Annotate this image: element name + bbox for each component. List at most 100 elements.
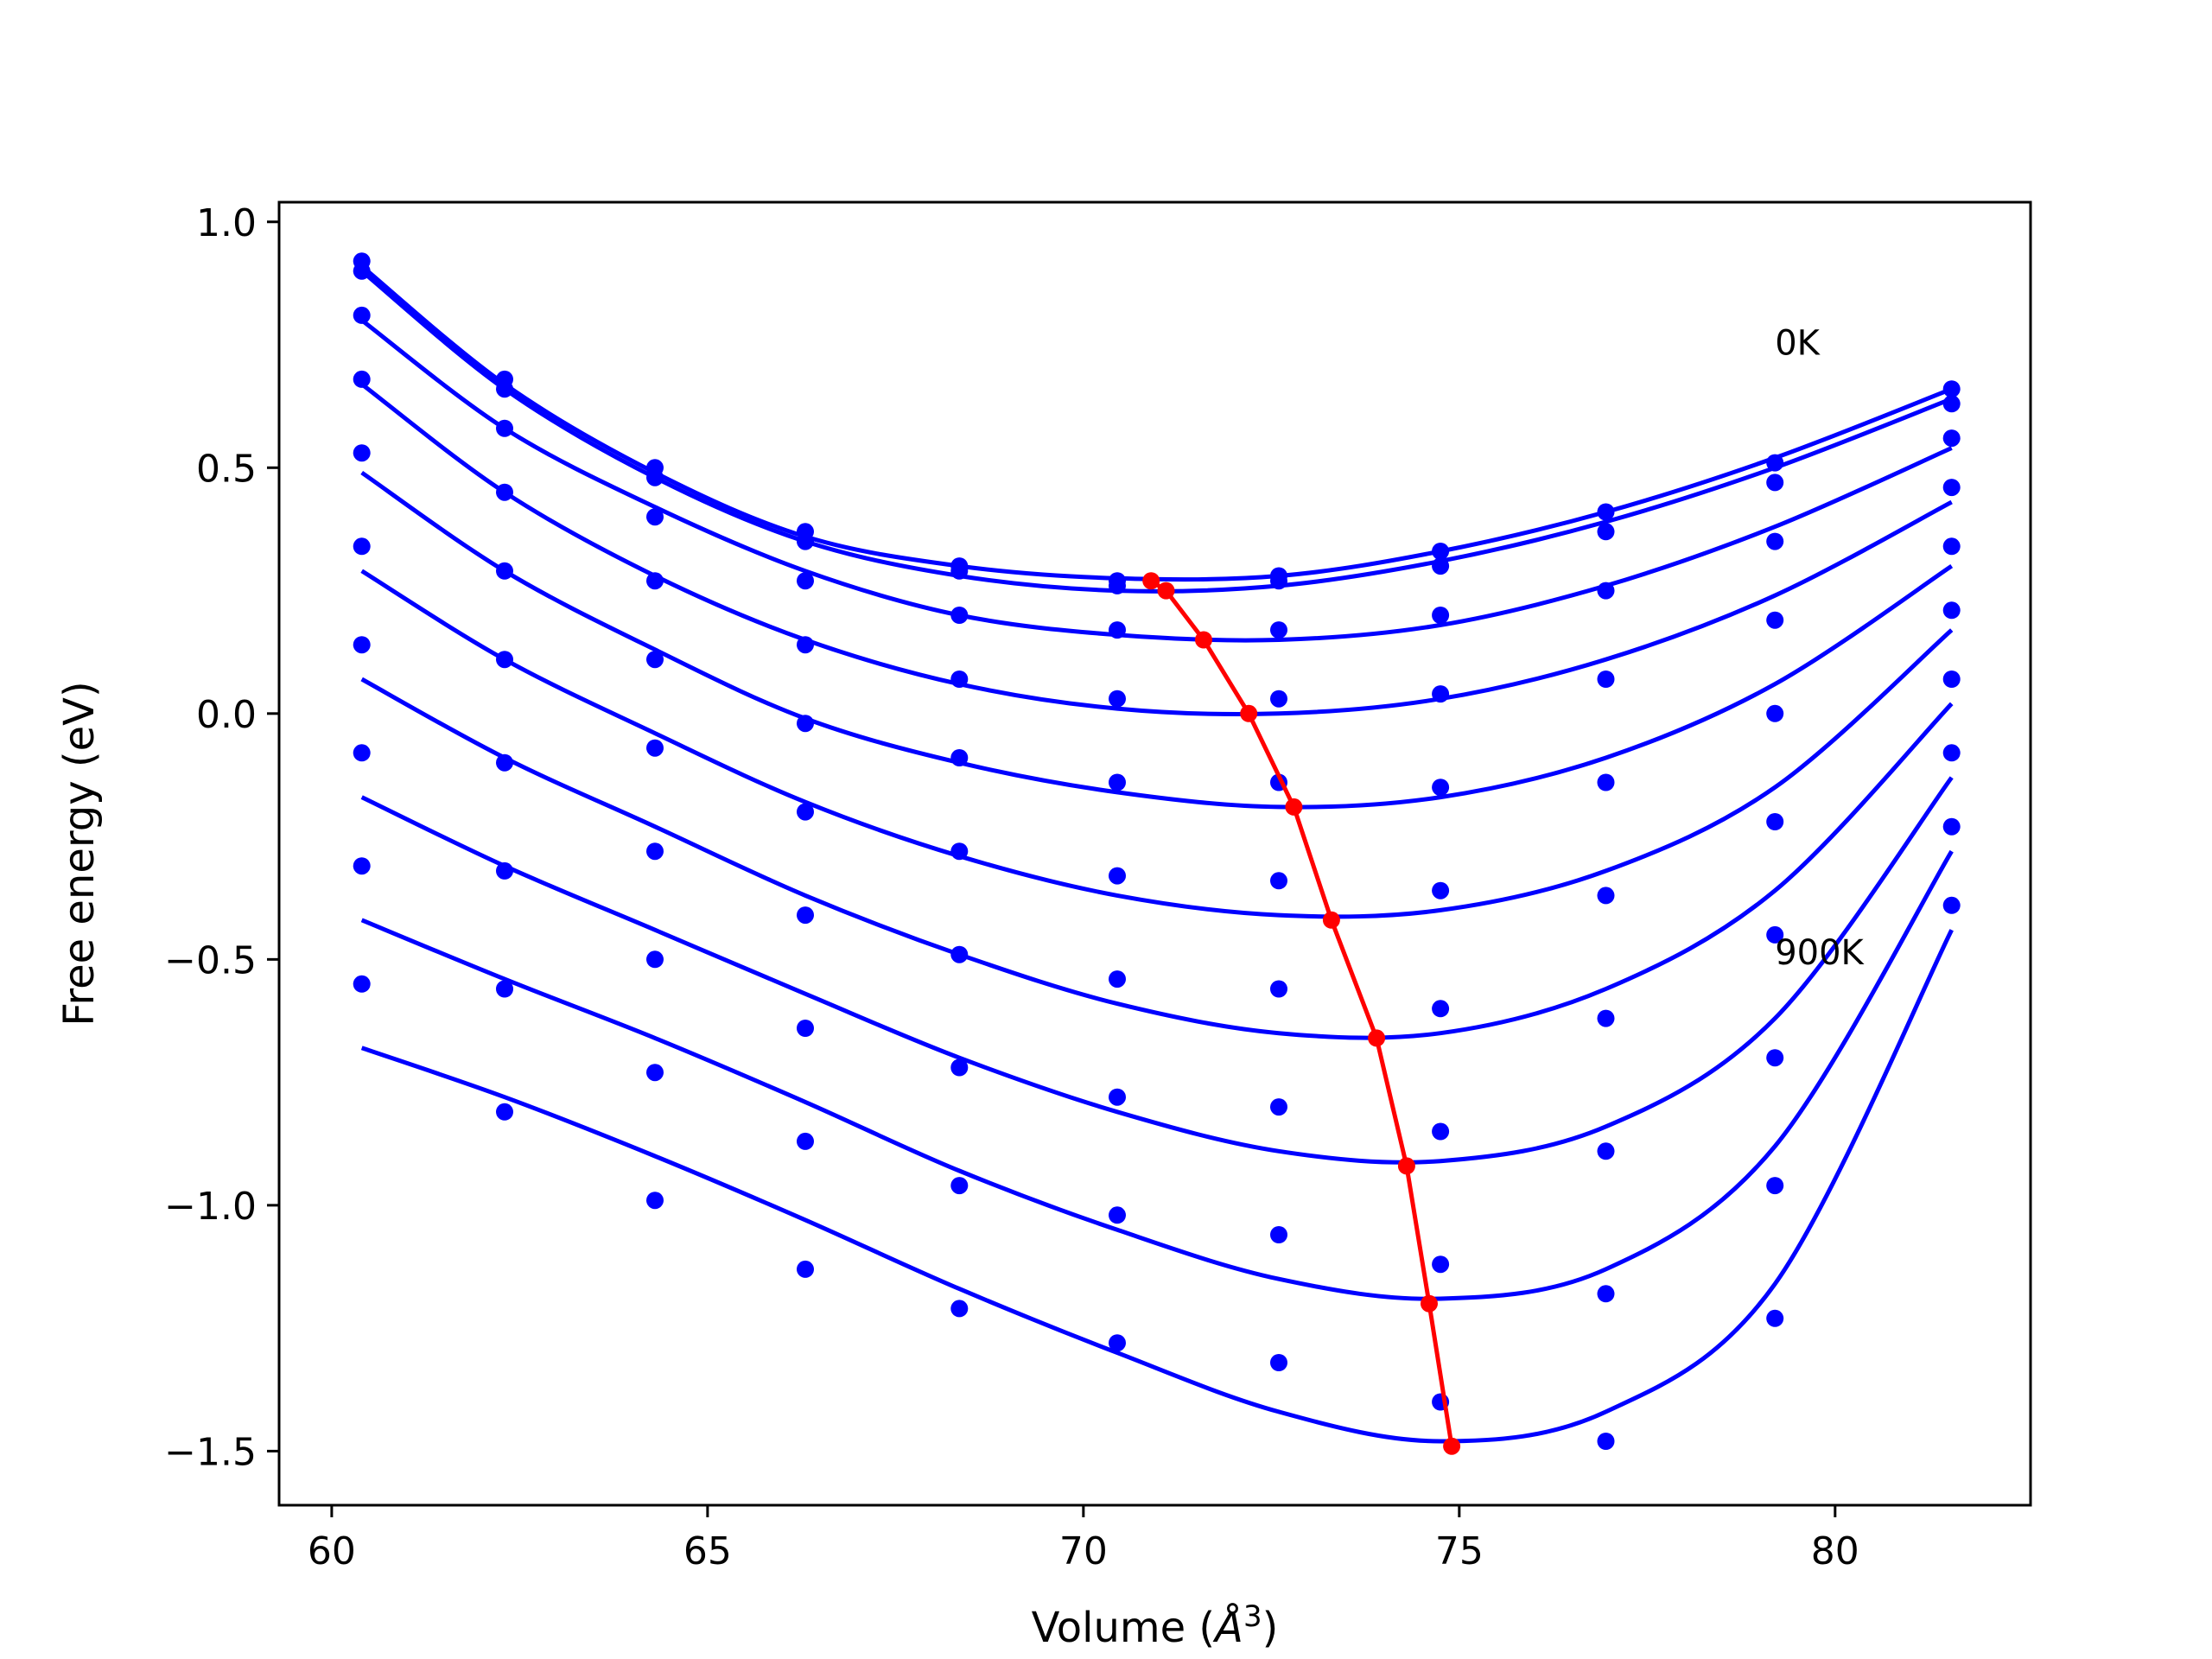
data-point-6-10	[1942, 671, 1961, 688]
data-point-7-0	[353, 744, 371, 762]
data-point-5-7	[1432, 881, 1450, 899]
data-point-8-7	[1432, 1255, 1450, 1274]
data-point-7-8	[1597, 1142, 1615, 1160]
data-point-8-4	[950, 1177, 969, 1195]
data-point-9-10	[1942, 896, 1961, 914]
data-point-9-5	[1109, 1334, 1126, 1352]
fit-curve-5	[360, 569, 1954, 919]
annotation-0: 0K	[1775, 323, 1821, 363]
data-point-8-8	[1597, 1285, 1615, 1303]
data-point-2-8	[1597, 582, 1615, 600]
data-point-1-4	[950, 562, 969, 580]
data-point-0-7	[1432, 543, 1450, 560]
data-point-7-4	[950, 1058, 969, 1077]
data-point-2-2	[646, 508, 664, 526]
data-point-6-0	[353, 636, 371, 654]
x-tick-label-0: 60	[308, 1529, 356, 1573]
minima-polyline	[1149, 579, 1454, 1447]
data-point-0-10	[1942, 380, 1961, 398]
data-point-0-9	[1766, 454, 1784, 472]
data-point-8-1	[496, 980, 513, 998]
data-point-3-0	[353, 370, 371, 388]
data-point-6-5	[1109, 970, 1126, 988]
data-point-5-0	[353, 537, 371, 556]
fit-curve-3	[360, 382, 1953, 716]
y-tick-label-3: −0.5	[164, 938, 257, 982]
annotation-1: 900K	[1775, 933, 1865, 973]
data-point-1-1	[496, 380, 513, 398]
data-point-8-10	[1942, 817, 1961, 836]
data-point-1-9	[1766, 474, 1784, 492]
data-point-4-4	[950, 749, 969, 766]
data-point-1-0	[353, 262, 371, 280]
minimum-point-3	[1240, 704, 1258, 722]
data-point-6-3	[797, 906, 814, 925]
data-point-6-9	[1766, 925, 1784, 944]
data-point-5-4	[950, 842, 969, 861]
data-point-6-2	[646, 842, 664, 861]
data-point-9-0	[353, 975, 371, 993]
data-point-5-10	[1942, 601, 1961, 620]
minimum-point-1	[1157, 582, 1175, 600]
data-point-8-6	[1270, 1226, 1287, 1243]
data-point-3-4	[950, 671, 969, 688]
data-point-2-7	[1432, 607, 1450, 624]
fit-curve-8	[360, 849, 1954, 1301]
y-axis-title: Free energy (eV)	[55, 681, 104, 1026]
data-point-7-3	[797, 1020, 814, 1037]
data-point-5-3	[797, 803, 814, 821]
minimum-point-6	[1368, 1029, 1386, 1047]
data-point-4-3	[797, 715, 814, 733]
data-point-6-8	[1597, 1009, 1615, 1027]
data-point-8-0	[353, 857, 371, 875]
data-point-7-1	[496, 861, 513, 880]
data-point-3-3	[797, 636, 814, 654]
minimum-point-7	[1397, 1157, 1415, 1175]
data-point-5-9	[1766, 813, 1784, 830]
minima-line	[1142, 572, 1461, 1455]
x-tick-label-2: 70	[1059, 1529, 1108, 1573]
y-tick-label-5: −1.5	[164, 1430, 257, 1474]
x-axis-ticks: 60 65 70 75 80	[308, 1505, 1859, 1573]
x-tick-label-4: 80	[1811, 1529, 1859, 1573]
data-point-9-9	[1766, 1309, 1784, 1327]
y-axis-ticks: 1.0 0.5 0.0 −0.5 −1.0 −1.5	[164, 201, 279, 1474]
data-point-0-8	[1597, 503, 1615, 521]
data-point-5-1	[496, 651, 513, 669]
minimum-point-9	[1443, 1437, 1461, 1455]
data-point-3-6	[1270, 690, 1287, 708]
data-point-1-6	[1270, 572, 1287, 590]
data-point-6-6	[1270, 980, 1287, 998]
data-point-9-8	[1597, 1433, 1615, 1450]
data-point-8-9	[1766, 1177, 1784, 1195]
plot-frame	[277, 200, 2032, 1507]
data-point-1-3	[797, 532, 814, 550]
minimum-point-4	[1285, 798, 1303, 816]
data-point-3-5	[1109, 690, 1126, 708]
y-tick-label-1: 0.5	[196, 447, 257, 491]
minimum-point-5	[1322, 911, 1340, 929]
data-point-2-1	[496, 419, 513, 437]
data-point-3-1	[496, 483, 513, 501]
data-point-1-7	[1432, 557, 1450, 575]
data-point-3-8	[1597, 671, 1615, 688]
data-point-4-5	[1109, 773, 1126, 791]
fit-curve-7	[360, 776, 1954, 1165]
data-point-3-9	[1766, 611, 1784, 629]
minimum-point-8	[1421, 1294, 1438, 1313]
data-point-9-3	[797, 1260, 814, 1278]
data-point-7-9	[1766, 1049, 1784, 1067]
data-point-8-2	[646, 1064, 664, 1082]
minimum-point-0	[1142, 572, 1160, 590]
data-point-4-0	[353, 444, 371, 462]
data-point-3-2	[646, 572, 664, 590]
fit-curve-6	[360, 677, 1954, 1040]
data-point-6-7	[1432, 1000, 1450, 1018]
data-point-6-1	[496, 753, 513, 772]
data-point-5-5	[1109, 867, 1126, 885]
data-point-2-6	[1270, 621, 1287, 639]
data-point-3-7	[1432, 685, 1450, 703]
data-point-1-2	[646, 468, 664, 486]
x-tick-label-1: 65	[683, 1529, 732, 1573]
